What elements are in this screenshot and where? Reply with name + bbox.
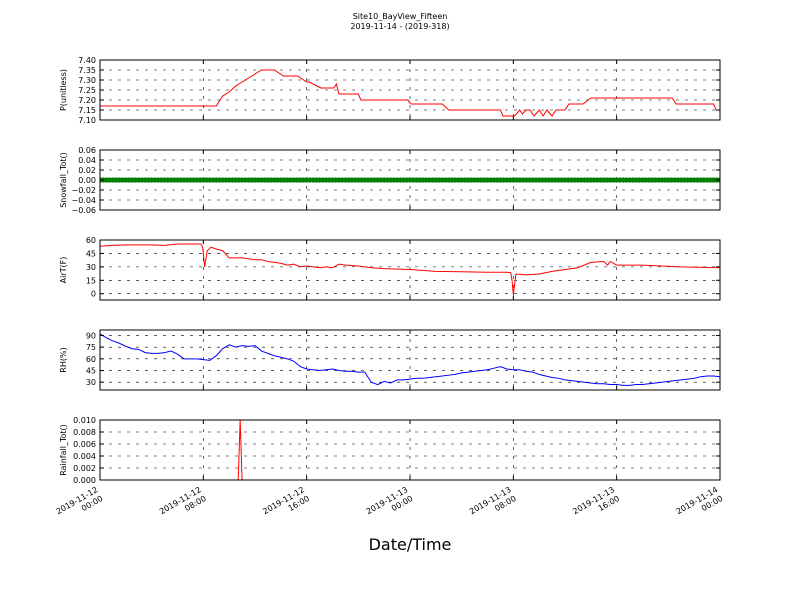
snowfall-ytick-label: 0.06 <box>78 146 96 155</box>
snowfall-panel: −0.06−0.04−0.020.000.020.040.06 Snowfall_… <box>59 146 721 215</box>
relative-humidity-ytick-label: 90 <box>86 331 96 340</box>
relative-humidity-ytick-label: 75 <box>86 343 96 352</box>
snowfall-ytick-label: −0.04 <box>71 196 96 205</box>
air-temperature-ytick-label: 60 <box>86 236 96 245</box>
relative-humidity-ytick-label: 60 <box>86 355 96 364</box>
air-temperature-ytick-label: 0 <box>91 290 96 299</box>
rainfall-ytick-label: 0.008 <box>73 428 96 437</box>
air-temperature-ylabel: AirT(F) <box>59 257 68 284</box>
relative-humidity-ytick-label: 30 <box>86 378 96 387</box>
relative-humidity-ytick-label: 45 <box>86 367 96 376</box>
rainfall-ytick-label: 0.000 <box>73 476 96 485</box>
air-temperature-ytick-label: 30 <box>86 263 96 272</box>
air-temperature-ytick-label: 15 <box>86 276 96 285</box>
snowfall-ytick-label: 0.04 <box>78 156 96 165</box>
rainfall-ytick-label: 0.002 <box>73 464 96 473</box>
x-axis-label: Date/Time <box>369 535 452 554</box>
snowfall-ylabel: Snowfall_Tot() <box>59 152 68 208</box>
air-temperature-data <box>100 243 720 295</box>
pressure-ytick-label: 7.20 <box>78 96 96 105</box>
relative-humidity-panel: 30 45 60 75 90 RH(%) <box>59 329 721 391</box>
figure-title-line2: 2019-11-14 - (2019-318) <box>350 22 449 31</box>
rainfall-ytick-label: 0.004 <box>73 452 96 461</box>
pressure-series-line <box>100 69 720 117</box>
air-temperature-series-line <box>100 243 720 295</box>
snowfall-ytick-label: 0.00 <box>78 176 96 185</box>
figure-title-line1: Site10_BayView_Fifteen <box>353 12 448 21</box>
pressure-ytick-label: 7.40 <box>78 56 96 65</box>
rainfall-ytick-label: 0.010 <box>73 416 96 425</box>
snowfall-ytick-label: −0.02 <box>71 186 96 195</box>
rainfall-ytick-label: 0.006 <box>73 440 96 449</box>
pressure-panel: 7.107.157.207.257.307.357.40 P(unitless) <box>59 56 721 125</box>
pressure-ytick-label: 7.10 <box>78 116 96 125</box>
relative-humidity-series-line <box>100 333 720 386</box>
snowfall-ytick-label: −0.06 <box>71 206 96 215</box>
pressure-ytick-label: 7.30 <box>78 76 96 85</box>
air-temperature-panel: 0 15 30 45 60 AirT(F) <box>59 236 721 301</box>
rainfall-ylabel: Rainfall_Tot() <box>59 424 68 476</box>
relative-humidity-ylabel: RH(%) <box>59 347 68 372</box>
panels: 7.107.157.207.257.307.357.40 P(unitless) −… <box>59 56 721 485</box>
rainfall-panel: 0.000 0.002 0.004 0.006 0.008 0.010 Rainfall_T… <box>59 416 721 485</box>
pressure-ytick-label: 7.25 <box>78 86 96 95</box>
snowfall-ytick-label: 0.02 <box>78 166 96 175</box>
relative-humidity-data <box>100 333 720 386</box>
pressure-ytick-label: 7.15 <box>78 106 96 115</box>
pressure-ytick-label: 7.35 <box>78 66 96 75</box>
snowfall-data <box>100 177 720 183</box>
pressure-ylabel: P(unitless) <box>59 69 68 111</box>
pressure-data <box>100 69 720 117</box>
air-temperature-ytick-label: 45 <box>86 249 96 258</box>
